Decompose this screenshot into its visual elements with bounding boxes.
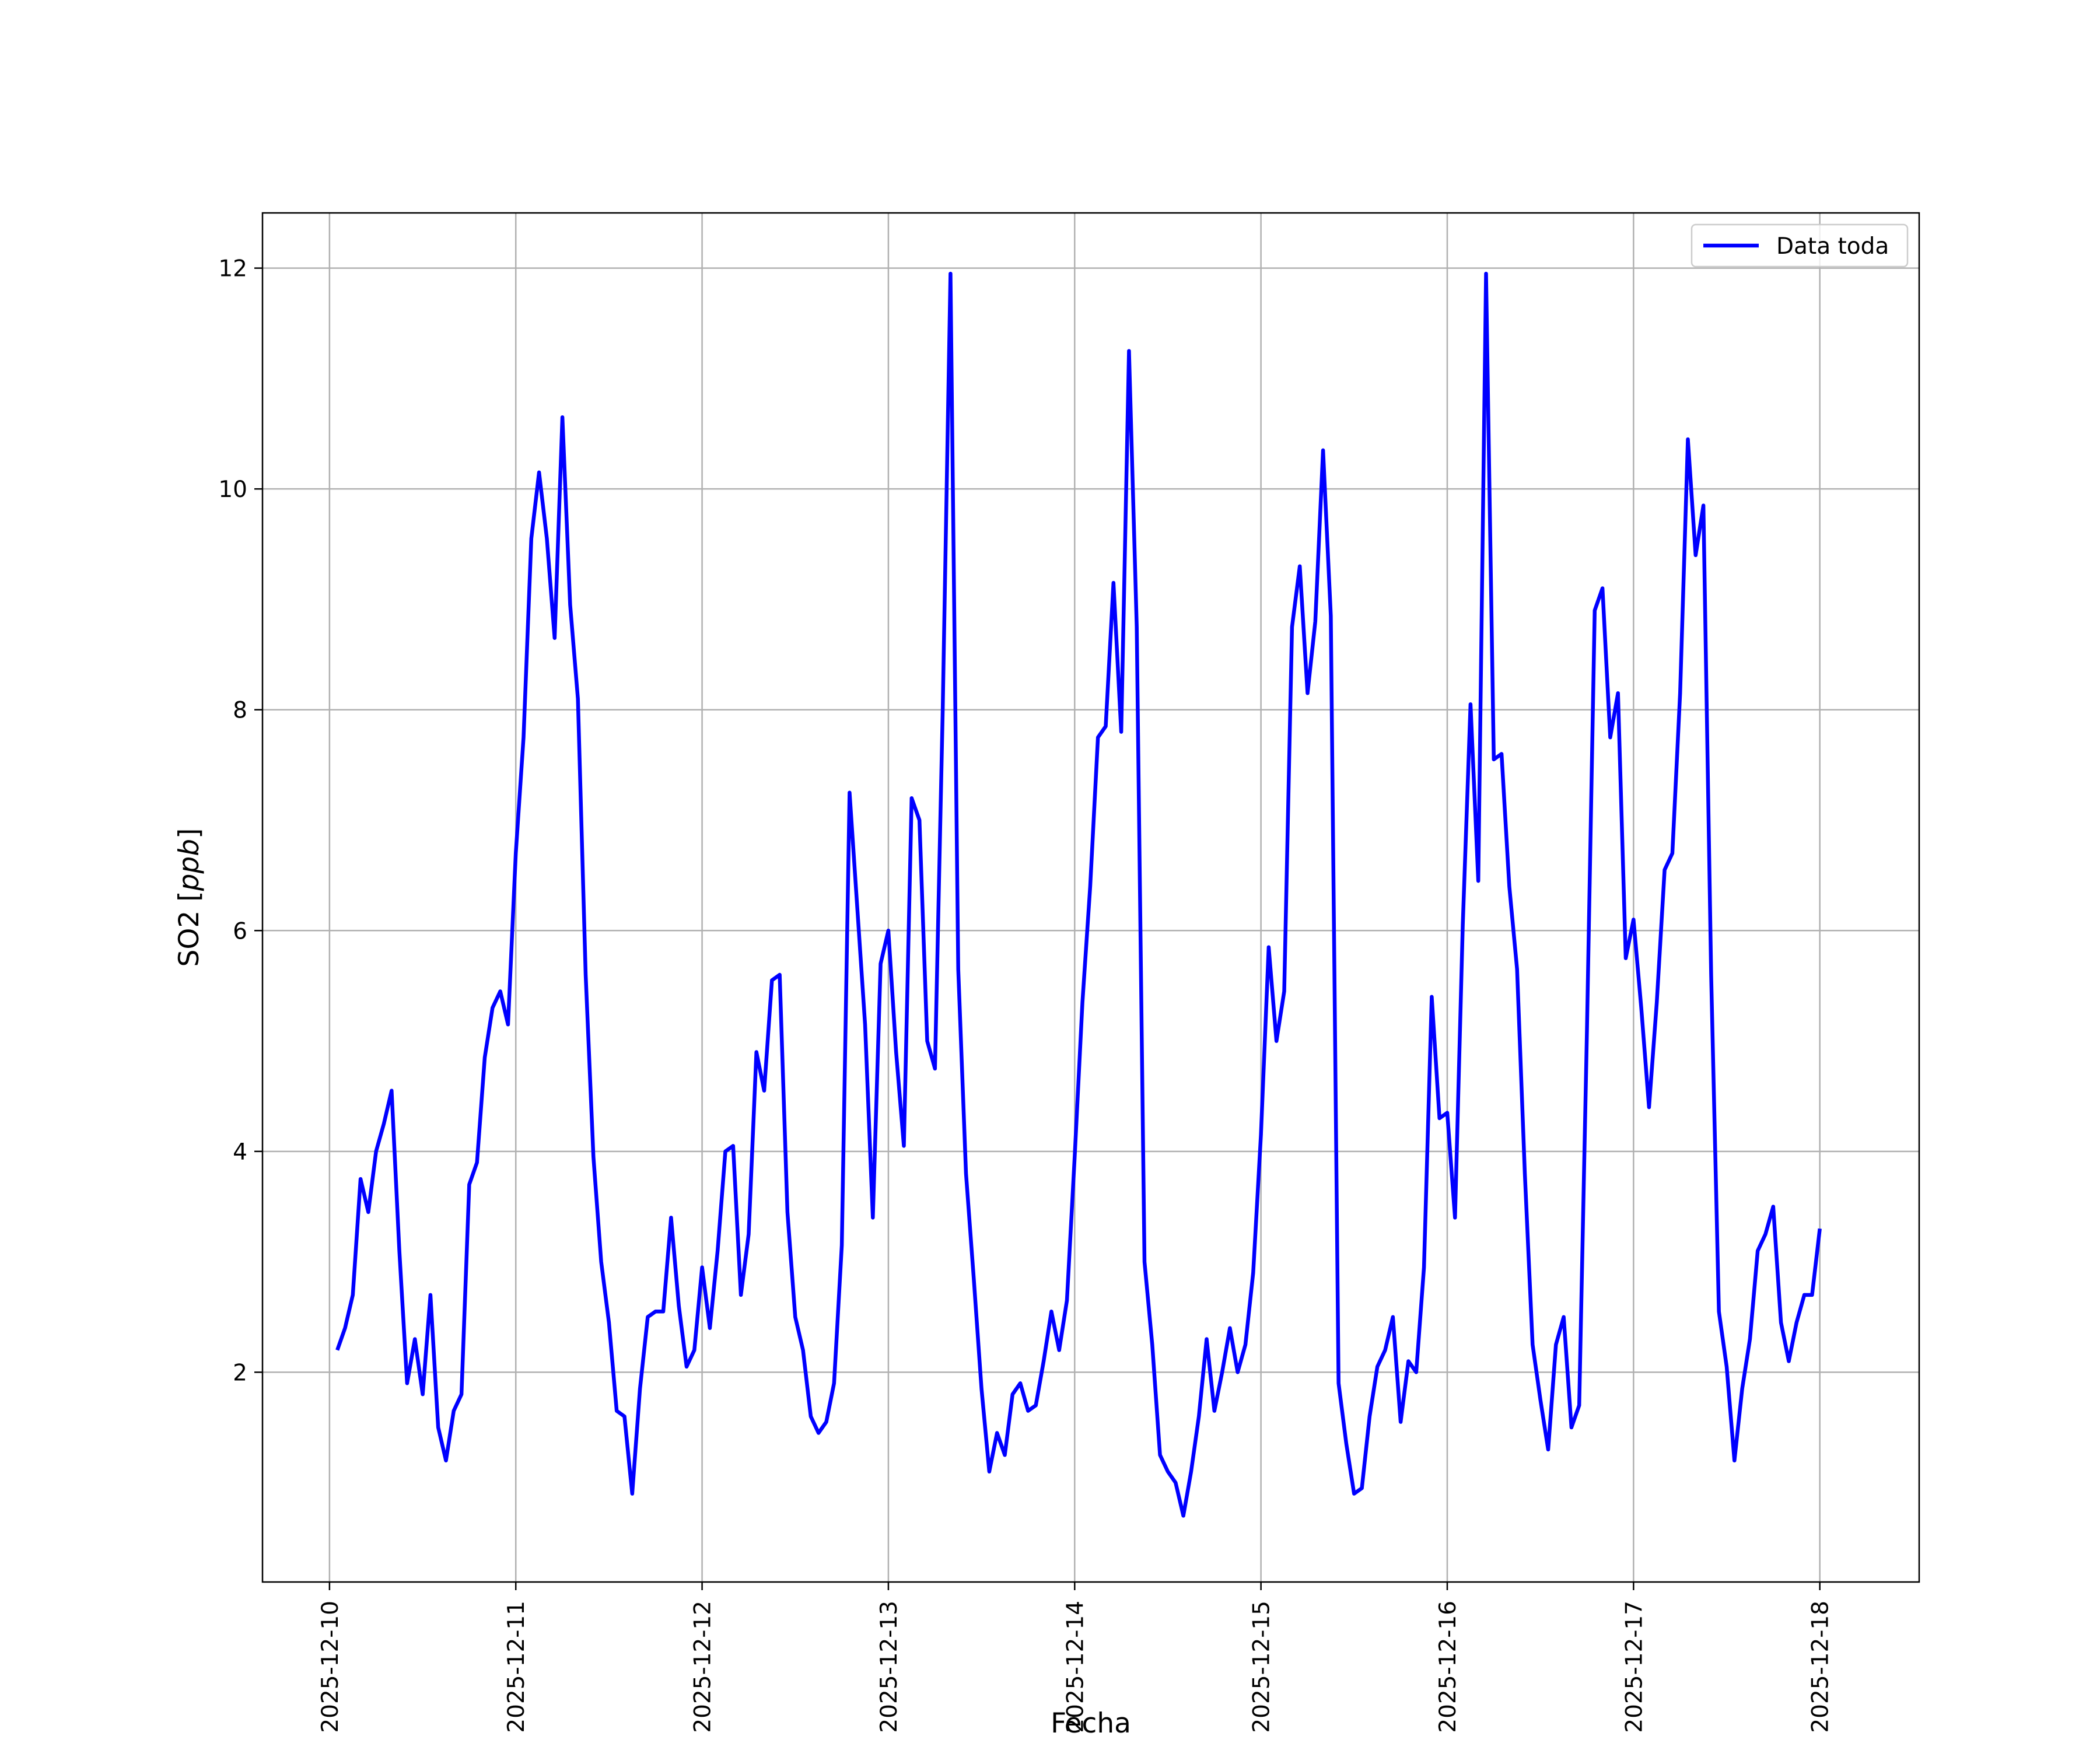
- y-tick-label: 12: [218, 256, 247, 282]
- x-tick-label: 2025-12-14: [1062, 1601, 1088, 1733]
- y-tick-label: 8: [233, 698, 247, 724]
- x-tick-label: 2025-12-17: [1621, 1601, 1647, 1733]
- y-axis-label: SO2 [ppb]: [173, 828, 205, 967]
- legend-box: [1690, 223, 1909, 268]
- y-axis-label-bracket: ]: [173, 828, 205, 839]
- legend: Data toda: [1690, 223, 1909, 268]
- x-tick-label: 2025-12-11: [503, 1601, 530, 1733]
- y-tick-label: 6: [233, 918, 247, 944]
- x-tick-label: 2025-12-18: [1808, 1601, 1834, 1733]
- y-axis-label-text: SO2 [: [173, 891, 205, 967]
- x-axis-label: Fecha: [1051, 1707, 1131, 1740]
- y-tick-label: 4: [233, 1139, 247, 1166]
- x-tick-label: 2025-12-16: [1435, 1601, 1461, 1733]
- axis-ticks: 2 4 6 8 10 12 2025-12-10 2025-12-11 2025-12-12 20…: [218, 256, 1833, 1733]
- x-tick-label: 2025-12-15: [1249, 1601, 1275, 1733]
- y-tick-label: 2: [233, 1360, 247, 1386]
- plot-area-frame: [261, 212, 1920, 1583]
- legend-label-data-toda: Data toda: [1776, 233, 1889, 260]
- x-tick-label: 2025-12-10: [317, 1601, 344, 1733]
- series-line-data-toda: [335, 271, 1822, 1518]
- grid-lines: [262, 213, 1919, 1582]
- y-axis-label-unit: ppb: [173, 839, 205, 892]
- x-tick-label: 2025-12-12: [690, 1601, 716, 1733]
- y-tick-label: 10: [218, 477, 247, 503]
- series-layer: [335, 271, 1822, 1518]
- x-tick-label: 2025-12-13: [876, 1601, 902, 1733]
